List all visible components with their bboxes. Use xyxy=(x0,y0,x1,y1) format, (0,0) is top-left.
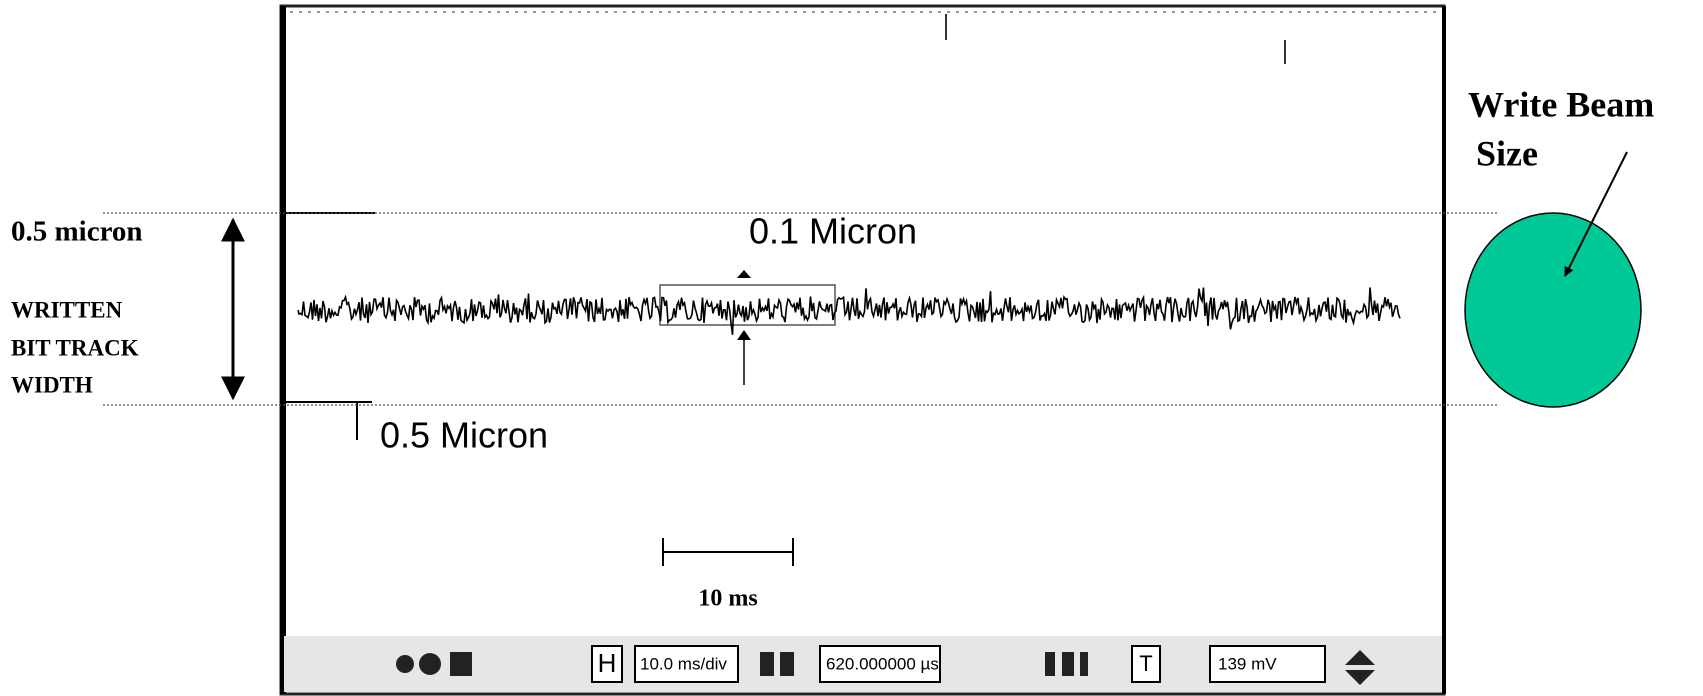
beam-label: Size xyxy=(1476,133,1538,173)
trigger[interactable]: T xyxy=(1139,651,1152,676)
outer-label: 0.5 Micron xyxy=(380,415,548,456)
track-label: WIDTH xyxy=(11,372,93,397)
track-label: WRITTEN xyxy=(11,297,123,322)
inner-label: 0.1 Micron xyxy=(749,211,917,252)
beam-label: Write Beam xyxy=(1468,84,1654,124)
scope-frame xyxy=(281,6,1444,694)
mode[interactable]: H xyxy=(598,648,617,678)
top-width-label: 0.5 micron xyxy=(11,216,143,248)
level[interactable]: 139 mV xyxy=(1218,654,1277,673)
figure: 0.1 Micron 0.5 Micron 10 ms H 10.0 ms/di… xyxy=(0,0,1703,696)
track-label: BIT TRACK xyxy=(11,335,139,360)
timebase[interactable]: 10.0 ms/div xyxy=(640,654,727,673)
scale-bar-label: 10 ms xyxy=(698,586,757,612)
beam-spot xyxy=(1465,213,1641,407)
page: {"annotations": {"top_width": "0.5 micro… xyxy=(0,0,1703,696)
position[interactable]: 620.000000 µs xyxy=(826,654,939,673)
